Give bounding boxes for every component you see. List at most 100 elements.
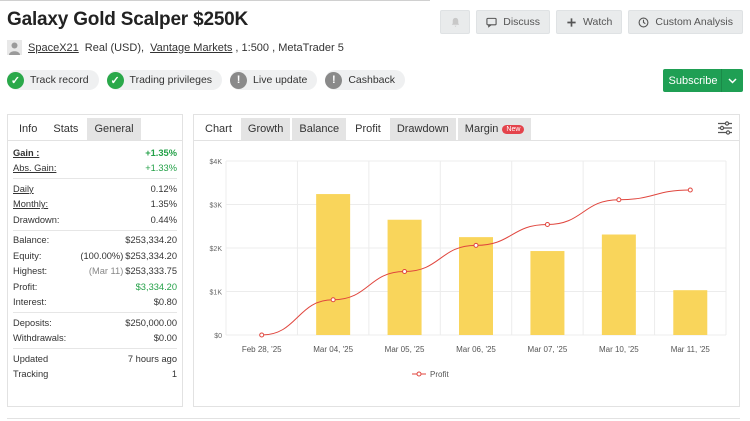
- tab-margin-label: Margin: [464, 123, 499, 135]
- stat-key: Profit:: [13, 281, 38, 292]
- custom-analysis-label: Custom Analysis: [655, 16, 733, 28]
- profit-point: [687, 187, 693, 193]
- legend-marker: [416, 371, 422, 377]
- stat-key[interactable]: Abs. Gain:: [13, 163, 57, 174]
- profit-point: [402, 268, 408, 274]
- notify-button[interactable]: [440, 10, 471, 34]
- watch-button[interactable]: Watch: [556, 10, 623, 34]
- highest-date: (Mar 11): [88, 266, 124, 277]
- stat-row-daily: Daily 0.12%: [13, 181, 177, 197]
- profit-point: [259, 332, 265, 338]
- y-tick-label: $4K: [210, 159, 223, 166]
- x-tick-label: Mar 05, '25: [385, 345, 425, 354]
- check-label: Trading privileges: [129, 74, 213, 86]
- watch-label: Watch: [583, 16, 613, 28]
- check-trading-privileges[interactable]: ✓ Trading privileges: [106, 70, 223, 90]
- subscribe-dropdown[interactable]: [721, 69, 743, 92]
- stat-row-tracking: Tracking 1: [13, 367, 177, 383]
- legend-label: Profit: [430, 370, 449, 379]
- discuss-button[interactable]: Discuss: [476, 10, 550, 34]
- subscribe-label: Subscribe: [668, 74, 718, 87]
- info-tabs: Info Stats General: [8, 115, 182, 141]
- stat-key[interactable]: Monthly:: [13, 199, 49, 210]
- x-tick-label: Mar 10, '25: [599, 345, 639, 354]
- stat-value: +1.35%: [145, 147, 177, 158]
- info-panel: Info Stats General Gain : +1.35% Abs. Ga…: [7, 114, 183, 407]
- check-label: Track record: [30, 74, 89, 86]
- stat-row-monthly: Monthly: 1.35%: [13, 197, 177, 213]
- broker-link[interactable]: Vantage Markets: [150, 41, 233, 54]
- top-divider: [0, 0, 430, 1]
- stat-value: $0.00: [153, 333, 177, 344]
- check-track-record[interactable]: ✓ Track record: [7, 70, 99, 90]
- stat-key: Deposits:: [13, 317, 52, 328]
- tab-drawdown[interactable]: Drawdown: [389, 118, 456, 140]
- equity-percent: (100.00%): [80, 250, 124, 261]
- tab-chart[interactable]: Chart: [198, 118, 239, 140]
- tab-balance[interactable]: Balance: [292, 118, 347, 140]
- checkmark-icon: ✓: [106, 71, 124, 89]
- stat-value: 0.44%: [150, 214, 177, 225]
- stat-value: 0.12%: [150, 183, 177, 194]
- chevron-down-icon: [728, 77, 737, 84]
- plus-icon: [567, 17, 576, 27]
- y-tick-label: $3K: [210, 203, 223, 210]
- stat-row-drawdown: Drawdown: 0.44%: [13, 212, 177, 228]
- profit-point: [473, 242, 479, 248]
- tab-profit[interactable]: Profit: [348, 118, 388, 140]
- stat-row-balance: Balance: $253,334.20: [13, 233, 177, 249]
- x-tick-label: Mar 11, '25: [671, 345, 711, 354]
- y-tick-label: $2K: [210, 246, 223, 253]
- bar: [530, 251, 565, 335]
- stat-key[interactable]: Daily: [13, 183, 34, 194]
- account-details: , 1:500 , MetaTrader 5: [235, 41, 344, 54]
- custom-analysis-button[interactable]: Custom Analysis: [628, 10, 743, 34]
- stat-value: $253,334.20: [125, 235, 177, 246]
- bar: [459, 237, 493, 335]
- tab-growth[interactable]: Growth: [240, 118, 291, 140]
- avatar-icon: [7, 40, 22, 55]
- y-tick-label: $1K: [210, 290, 223, 297]
- check-live-update[interactable]: ! Live update: [230, 70, 318, 90]
- stat-row-highest: Highest: (Mar 11) $253,333.75: [13, 264, 177, 280]
- check-label: Cashback: [348, 74, 396, 86]
- account-type: Real (USD),: [84, 41, 145, 54]
- stat-row-abs-gain: Abs. Gain: +1.33%: [13, 161, 177, 177]
- stat-key: Interest:: [13, 297, 47, 308]
- settings-sliders-icon[interactable]: [717, 120, 733, 136]
- x-tick-label: Mar 06, '25: [456, 345, 496, 354]
- checkmark-icon: ✓: [7, 71, 24, 89]
- divider: [13, 229, 177, 231]
- stat-key: Tracking: [13, 369, 49, 380]
- stat-row-updated: Updated 7 hours ago: [13, 351, 177, 367]
- tab-stats[interactable]: Stats: [53, 123, 79, 135]
- exclamation-icon: !: [325, 71, 343, 89]
- x-tick-label: Mar 07, '25: [528, 345, 568, 354]
- check-label: Live update: [253, 74, 308, 86]
- stat-key: Balance:: [13, 235, 50, 246]
- stats-list: Gain : +1.35% Abs. Gain: +1.33% Daily 0.…: [8, 145, 182, 382]
- stat-key[interactable]: Gain :: [13, 147, 40, 158]
- stat-value: $253,334.20: [125, 250, 177, 261]
- stat-row-equity: Equity: (100.00%) $253,334.20: [13, 248, 177, 264]
- check-cashback[interactable]: ! Cashback: [325, 70, 406, 90]
- bell-icon: [451, 17, 459, 27]
- subscribe-button[interactable]: Subscribe: [663, 69, 743, 92]
- stat-value: 1: [171, 369, 177, 380]
- bar: [316, 194, 351, 335]
- account-meta: SpaceX21 Real (USD), Vantage Markets , 1…: [7, 40, 344, 55]
- tab-margin[interactable]: Margin New: [457, 118, 532, 140]
- profit-point: [330, 297, 336, 303]
- divider: [13, 312, 177, 313]
- stat-row-deposits: Deposits: $250,000.00: [13, 315, 177, 331]
- divider: [13, 348, 177, 349]
- verification-checks: ✓ Track record ✓ Trading privileges ! Li…: [7, 70, 406, 90]
- stat-row-profit: Profit: $3,334.20: [13, 279, 177, 295]
- x-tick-label: Mar 04, '25: [313, 345, 353, 354]
- stat-row-withdrawals: Withdrawals: $0.00: [13, 331, 177, 347]
- profit-point: [616, 197, 622, 203]
- user-link[interactable]: SpaceX21: [28, 41, 79, 54]
- tab-info[interactable]: Info: [12, 118, 45, 140]
- stat-value: 1.35%: [150, 199, 177, 210]
- tab-general[interactable]: General: [87, 118, 141, 140]
